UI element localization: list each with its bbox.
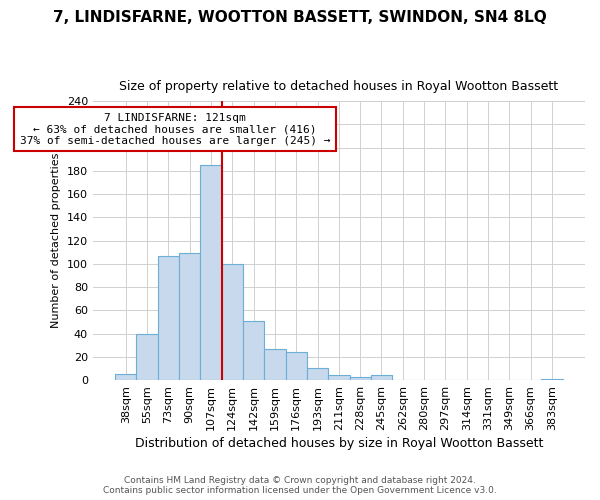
Bar [243,321,264,380]
X-axis label: Distribution of detached houses by size in Royal Wootton Bassett: Distribution of detached houses by size … [134,437,543,450]
Text: Contains HM Land Registry data © Crown copyright and database right 2024.
Contai: Contains HM Land Registry data © Crown c… [103,476,497,495]
Bar [115,374,136,380]
Text: 7 LINDISFARNE: 121sqm
← 63% of detached houses are smaller (416)
37% of semi-det: 7 LINDISFARNE: 121sqm ← 63% of detached … [20,112,330,146]
Bar [328,376,350,380]
Bar [286,352,307,380]
Bar [307,368,328,380]
Bar [136,334,158,380]
Bar [179,254,200,380]
Text: 7, LINDISFARNE, WOOTTON BASSETT, SWINDON, SN4 8LQ: 7, LINDISFARNE, WOOTTON BASSETT, SWINDON… [53,10,547,25]
Y-axis label: Number of detached properties: Number of detached properties [51,153,61,328]
Bar [221,264,243,380]
Bar [264,348,286,380]
Bar [371,376,392,380]
Bar [200,165,221,380]
Bar [158,256,179,380]
Bar [541,379,563,380]
Bar [350,376,371,380]
Title: Size of property relative to detached houses in Royal Wootton Bassett: Size of property relative to detached ho… [119,80,559,93]
